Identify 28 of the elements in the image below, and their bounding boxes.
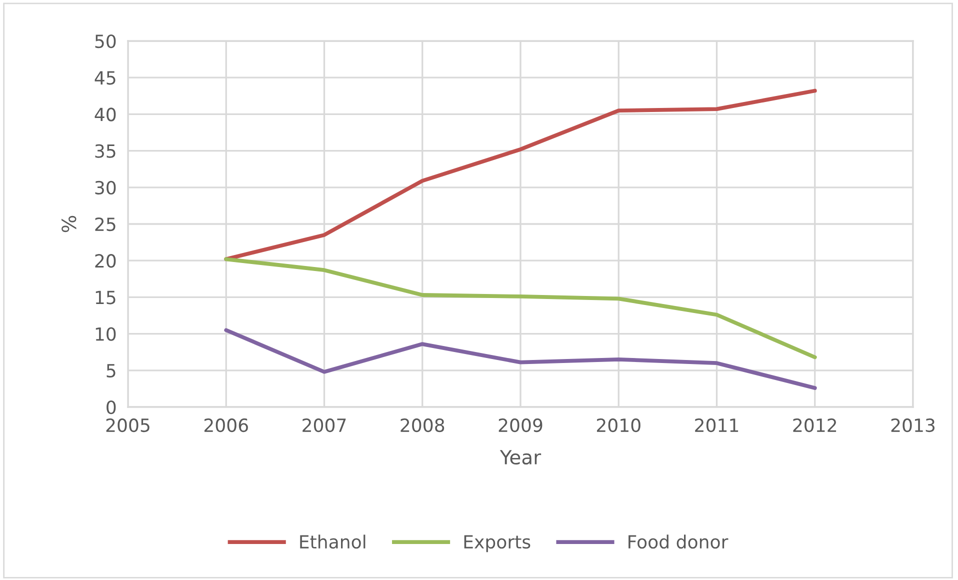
y-tick-label: 35 [95,144,116,158]
x-tick-label: 2011 [695,418,738,432]
x-tick-label: 2007 [302,418,346,432]
y-tick-label: 15 [96,290,116,304]
y-tick-label: 10 [96,327,116,341]
x-axis-title: Year [500,450,542,465]
y-tick-label: 30 [95,180,116,195]
line-series [224,328,817,390]
line-series [224,257,817,360]
x-tick-label: 2008 [400,418,444,432]
x-tick-label: 2012 [793,418,836,432]
line-series [224,88,817,262]
y-axis-title: % [62,216,76,232]
y-tick-label: 0 [106,400,116,414]
y-tick-label: 50 [95,34,116,48]
y-tick-label: 5 [106,364,116,378]
x-tick-label: 2013 [891,418,935,432]
x-tick-label: 2006 [204,418,248,432]
x-tick-label: 2005 [106,418,150,432]
legend-label: Food donor [628,534,728,549]
x-tick-label: 2010 [596,418,640,432]
legend-label: Exports [464,535,530,552]
y-tick-label: 20 [95,254,116,268]
y-tick-label: 25 [95,217,116,232]
y-tick-label: 45 [94,71,116,85]
legend-label: Ethanol [300,534,366,549]
y-tick-label: 40 [94,108,116,122]
x-tick-label: 2009 [498,418,542,432]
